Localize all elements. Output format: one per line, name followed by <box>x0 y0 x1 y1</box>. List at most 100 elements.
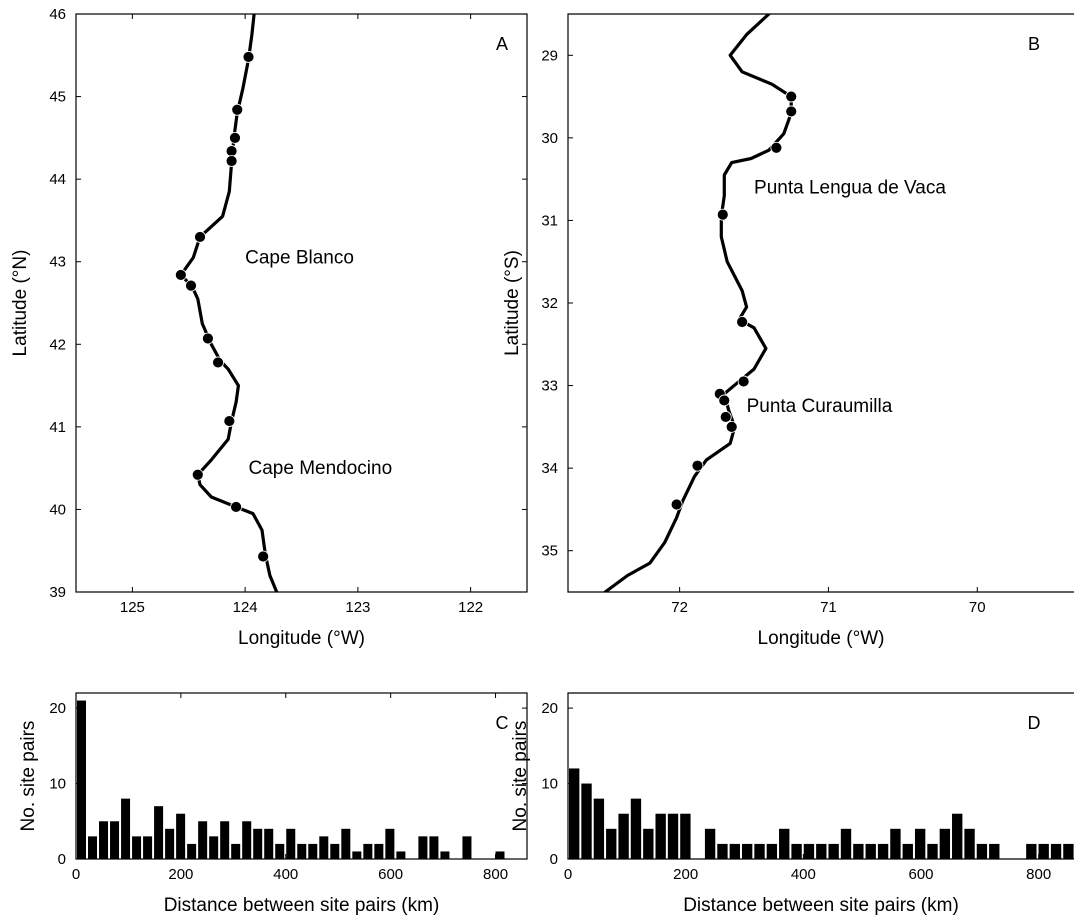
y-tick-label: 34 <box>541 460 558 477</box>
y-axis-title: No. site pairs <box>18 721 39 832</box>
place-label: Cape Blanco <box>245 248 354 269</box>
histogram-bar <box>569 768 580 859</box>
place-label: Cape Mendocino <box>249 458 393 479</box>
histogram-bar <box>396 851 406 859</box>
histogram-bar <box>828 843 839 859</box>
histogram-bar <box>253 828 263 859</box>
coastline <box>603 14 793 592</box>
histogram-bar <box>667 813 679 859</box>
site-marker <box>719 411 732 423</box>
site-marker <box>174 269 187 281</box>
site-marker <box>194 231 206 243</box>
histogram-bar <box>231 843 241 859</box>
y-axis-title: Latitude (°N) <box>10 250 31 357</box>
x-axis-title: Longitude (°W) <box>758 628 885 649</box>
x-tick-label: 200 <box>168 866 193 883</box>
histogram-bar <box>581 783 592 859</box>
histogram-bar <box>989 843 1000 859</box>
panel-c: 0 200 400 600 800 0 10 20 Distance between site … <box>18 692 528 916</box>
histogram-bar <box>1026 843 1037 859</box>
histogram-bar <box>704 828 716 859</box>
x-tick-label: 70 <box>969 599 986 616</box>
histogram-bar <box>1063 843 1074 859</box>
site-marker <box>212 356 224 369</box>
y-tick-label: 32 <box>541 295 558 312</box>
histogram-bar <box>655 813 666 859</box>
histogram-bar <box>143 836 153 859</box>
histogram-bar <box>643 828 654 859</box>
y-axis-title: No. site pairs <box>510 721 531 832</box>
histogram-bar <box>385 828 395 859</box>
site-marker <box>718 394 731 407</box>
y-tick-label: 35 <box>541 543 558 560</box>
site-marker <box>229 131 241 144</box>
histogram-bar <box>242 821 252 859</box>
axes-frame <box>567 13 1074 593</box>
histogram-bar <box>680 813 691 859</box>
histogram-bar <box>319 836 329 859</box>
site-marker <box>223 415 236 427</box>
histogram-bar <box>462 836 472 859</box>
site-marker <box>191 468 204 481</box>
y-tick-label: 40 <box>49 501 66 518</box>
histogram-bar <box>618 813 629 859</box>
histogram-bar <box>741 843 753 859</box>
histogram-bar <box>363 843 373 859</box>
x-tick-label: 122 <box>458 599 483 616</box>
histogram-bar <box>853 843 864 859</box>
histogram-bar <box>495 851 505 859</box>
histogram-bar <box>198 821 208 859</box>
y-tick-label: 10 <box>49 776 66 793</box>
y-tick-label: 43 <box>49 254 66 271</box>
x-tick-label: 72 <box>671 599 688 616</box>
y-tick-label: 39 <box>49 584 66 601</box>
histogram-bar <box>927 843 938 859</box>
x-tick-label: 125 <box>120 599 145 616</box>
histogram-bar <box>429 836 439 859</box>
place-label: Punta Lengua de Vaca <box>754 177 946 198</box>
histogram-bar <box>264 828 274 859</box>
y-axis-title: Latitude (°S) <box>502 250 523 356</box>
histogram-bar <box>865 843 876 859</box>
histogram-bar <box>779 828 790 859</box>
histogram-bar <box>121 798 131 859</box>
histogram-bar <box>803 843 815 859</box>
x-tick-label: 124 <box>233 599 258 616</box>
y-tick-label: 46 <box>49 6 66 23</box>
histogram-bar <box>418 836 428 859</box>
site-marker <box>225 155 238 167</box>
plot-area <box>77 700 505 859</box>
histogram-bar <box>330 843 340 859</box>
x-tick-label: 200 <box>673 866 698 883</box>
panel-letter: C <box>496 713 509 733</box>
site-marker <box>257 550 270 563</box>
histogram-bar <box>154 806 164 859</box>
x-tick-label: 123 <box>345 599 370 616</box>
site-marker <box>242 51 255 63</box>
y-tick-label: 20 <box>541 700 558 717</box>
x-tick-label: 400 <box>273 866 298 883</box>
histogram-bar <box>877 843 889 859</box>
histogram-bar <box>766 843 778 859</box>
histogram-bar <box>890 828 901 859</box>
x-tick-label: 800 <box>1026 866 1051 883</box>
panel-d: 0 200 400 600 800 0 10 20 Distance between site … <box>510 692 1074 916</box>
histogram-bar <box>952 813 963 859</box>
histogram-bar <box>187 843 197 859</box>
histogram-bar <box>308 843 318 859</box>
coastline <box>179 14 279 592</box>
panel-b: 72 71 70 29 30 31 32 33 34 35 Longitude (°W) Latitu… <box>502 13 1074 649</box>
histogram-bar <box>964 828 975 859</box>
y-tick-label: 42 <box>49 336 66 353</box>
y-tick-label: 41 <box>49 419 66 436</box>
site-marker <box>230 501 243 513</box>
y-tick-label: 45 <box>49 89 66 106</box>
histogram-bar <box>176 813 186 859</box>
histogram-bar <box>88 836 98 859</box>
histogram-bar <box>1050 843 1062 859</box>
plot-area <box>174 14 279 592</box>
y-tick-label: 44 <box>49 171 66 188</box>
y-tick-label: 31 <box>541 212 558 229</box>
histogram-bar <box>976 843 988 859</box>
